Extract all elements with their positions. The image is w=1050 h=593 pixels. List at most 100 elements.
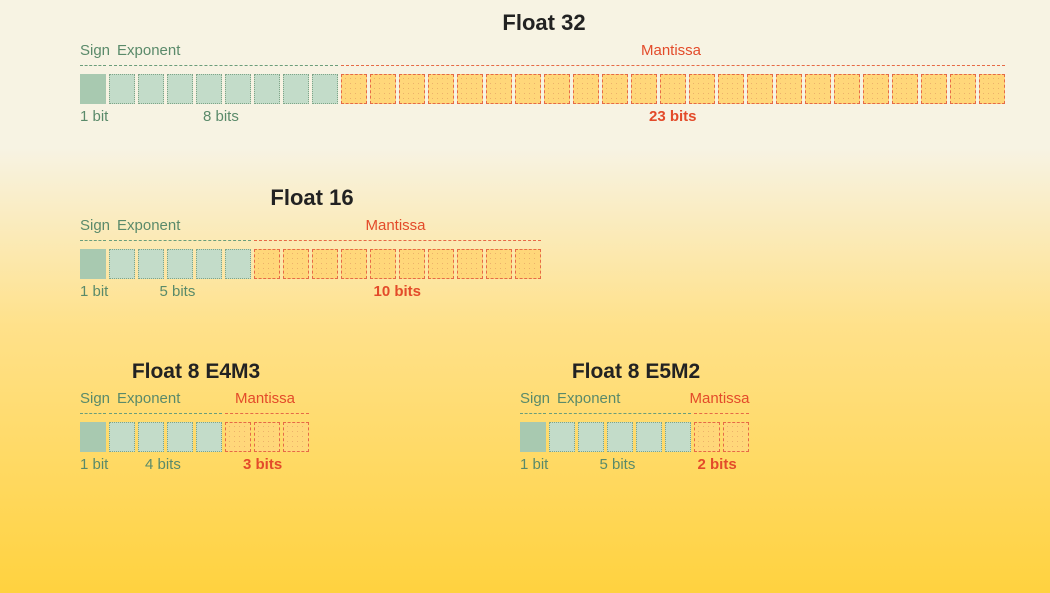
bit-mantissa: [370, 249, 396, 279]
bit-mantissa: [341, 74, 367, 104]
count-exponent: 8 bits: [203, 108, 239, 125]
bit-exponent: [225, 249, 251, 279]
bit-mantissa: [254, 422, 280, 452]
bit-sign: [520, 422, 546, 452]
bit-mantissa: [370, 74, 396, 104]
bit-mantissa: [283, 422, 309, 452]
bit-exponent: [254, 74, 280, 104]
count-exponent: 4 bits: [145, 456, 181, 473]
bit-exponent: [109, 422, 135, 452]
bit-mantissa: [747, 74, 773, 104]
format-title: Float 16: [80, 185, 544, 211]
label-exponent: Exponent: [117, 42, 180, 59]
bit-exponent: [167, 74, 193, 104]
bit-exponent: [167, 249, 193, 279]
bit-mantissa: [689, 74, 715, 104]
rule-exponent: [109, 65, 338, 66]
bit-mantissa: [544, 74, 570, 104]
bit-mantissa: [863, 74, 889, 104]
bit-exponent: [109, 249, 135, 279]
bit-mantissa: [428, 249, 454, 279]
bit-sign: [80, 74, 106, 104]
bit-mantissa: [892, 74, 918, 104]
bottom-labels: 1 bit 8 bits 23 bits: [80, 108, 1008, 130]
rule-mantissa: [225, 413, 309, 414]
bit-mantissa: [312, 249, 338, 279]
bit-mantissa: [515, 249, 541, 279]
bit-mantissa: [805, 74, 831, 104]
bit-exponent: [665, 422, 691, 452]
rule-mantissa: [694, 413, 749, 414]
rule-mantissa: [254, 240, 541, 241]
bit-mantissa: [428, 74, 454, 104]
bit-mantissa: [979, 74, 1005, 104]
bit-row: [80, 422, 312, 452]
rule-row: [80, 239, 544, 243]
rule-exponent: [109, 240, 251, 241]
label-exponent: Exponent: [557, 390, 620, 407]
bottom-labels: 1 bit 5 bits 2 bits: [520, 456, 752, 478]
label-mantissa: Mantissa: [235, 390, 295, 407]
bottom-labels: 1 bit5 bits10 bits: [80, 283, 544, 305]
bit-mantissa: [776, 74, 802, 104]
count-sign: 1 bit: [80, 283, 108, 300]
bit-row: [80, 74, 1008, 104]
count-mantissa: 2 bits: [698, 456, 737, 473]
label-sign: Sign: [520, 390, 550, 407]
rule-row: [80, 64, 1008, 68]
bit-mantissa: [486, 74, 512, 104]
format-f32: Float 32SignExponentMantissa1 bit8 bits2…: [80, 10, 1008, 130]
bit-mantissa: [694, 422, 720, 452]
format-title: Float 8 E5M2: [520, 360, 752, 384]
label-exponent: Exponent: [117, 217, 180, 234]
label-sign: Sign: [80, 217, 110, 234]
label-mantissa: Mantissa: [366, 217, 426, 234]
count-sign: 1 bit: [80, 108, 108, 125]
label-sign: Sign: [80, 390, 110, 407]
bit-mantissa: [573, 74, 599, 104]
rule-exponent: [109, 413, 222, 414]
format-title: Float 8 E4M3: [80, 360, 312, 384]
bit-mantissa: [486, 249, 512, 279]
label-mantissa: Mantissa: [641, 42, 701, 59]
bit-exponent: [196, 249, 222, 279]
bit-mantissa: [950, 74, 976, 104]
bit-exponent: [196, 74, 222, 104]
bit-exponent: [607, 422, 633, 452]
bit-row: [80, 249, 544, 279]
format-f8e4m3: Float 8 E4M3SignExponentMantissa1 bit4 b…: [80, 360, 312, 478]
bit-sign: [80, 249, 106, 279]
bit-mantissa: [718, 74, 744, 104]
bit-exponent: [109, 74, 135, 104]
bit-exponent: [167, 422, 193, 452]
count-sign: 1 bit: [520, 456, 548, 473]
bit-exponent: [578, 422, 604, 452]
rule-exponent: [549, 413, 691, 414]
bit-exponent: [636, 422, 662, 452]
bit-exponent: [138, 249, 164, 279]
rule-mantissa: [341, 65, 1005, 66]
format-title: Float 32: [80, 10, 1008, 36]
rule-sign: [520, 413, 546, 414]
bit-mantissa: [631, 74, 657, 104]
bit-mantissa: [660, 74, 686, 104]
bit-mantissa: [515, 74, 541, 104]
bit-exponent: [312, 74, 338, 104]
bit-exponent: [283, 74, 309, 104]
bit-exponent: [138, 74, 164, 104]
rule-sign: [80, 240, 106, 241]
count-sign: 1 bit: [80, 456, 108, 473]
bit-exponent: [549, 422, 575, 452]
rule-sign: [80, 413, 106, 414]
bit-mantissa: [457, 249, 483, 279]
count-mantissa: 23 bits: [649, 108, 697, 125]
bit-row: [520, 422, 752, 452]
rule-row: [80, 412, 312, 416]
bit-exponent: [196, 422, 222, 452]
top-labels: SignExponentMantissa: [520, 390, 752, 412]
rule-row: [520, 412, 752, 416]
bit-mantissa: [399, 249, 425, 279]
bottom-labels: 1 bit4 bits3 bits: [80, 456, 312, 478]
bit-sign: [80, 422, 106, 452]
count-exponent: 5 bits: [600, 456, 636, 473]
